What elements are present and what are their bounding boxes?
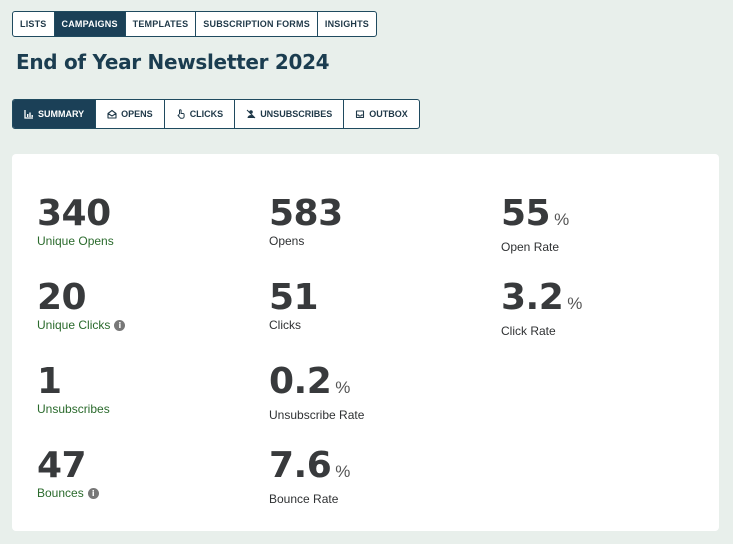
tab-opens-label: OPENS <box>121 109 153 119</box>
percent-unit: % <box>335 462 350 481</box>
unsubscribe-rate-label: Unsubscribe Rate <box>269 408 365 422</box>
unsubscribes-value: 1 <box>37 361 62 402</box>
tab-templates[interactable]: TEMPLATES <box>126 12 197 36</box>
unsubscribe-rate-value: 0.2% <box>269 361 350 402</box>
info-icon[interactable]: i <box>114 319 126 331</box>
summary-card: 340 Unique Opens 583 Opens 55% Open Rate… <box>12 154 719 531</box>
unique-clicks-value: 20 <box>37 277 87 318</box>
tab-insights[interactable]: INSIGHTS <box>324 19 370 29</box>
stat-click-rate: 3.2% Click Rate <box>501 277 582 339</box>
campaign-sub-nav: SUMMARY OPENS CLICKS UNSUBSCRIBES OUTBOX <box>12 99 420 129</box>
top-nav: LISTS CAMPAIGNS TEMPLATES SUBSCRIPTION F… <box>12 11 378 37</box>
stat-bounces: 47 Bounces i <box>37 446 99 500</box>
percent-unit: % <box>335 378 350 397</box>
unique-opens-label[interactable]: Unique Opens <box>37 234 114 248</box>
bar-chart-icon <box>24 109 34 119</box>
opens-label: Opens <box>269 234 305 248</box>
stat-unique-opens: 340 Unique Opens <box>37 193 114 249</box>
stat-clicks: 51 Clicks <box>269 277 319 333</box>
stat-unique-clicks: 20 Unique Clicks i <box>37 277 126 332</box>
unique-clicks-label[interactable]: Unique Clicks i <box>37 318 126 332</box>
tab-clicks-label: CLICKS <box>189 109 224 119</box>
clicks-label: Clicks <box>269 318 301 332</box>
open-envelope-icon <box>107 109 117 119</box>
tab-outbox-label: OUTBOX <box>369 109 408 119</box>
bounces-value: 47 <box>37 445 87 486</box>
tab-subscription-forms[interactable]: SUBSCRIPTION FORMS <box>196 12 318 36</box>
open-rate-label: Open Rate <box>501 240 560 254</box>
tab-outbox[interactable]: OUTBOX <box>344 100 419 128</box>
page-title: End of Year Newsletter 2024 <box>16 50 330 74</box>
user-remove-icon <box>246 109 256 119</box>
unique-opens-value: 340 <box>37 193 111 234</box>
tab-summary[interactable]: SUMMARY <box>13 100 97 128</box>
percent-unit: % <box>567 294 582 313</box>
info-icon[interactable]: i <box>87 487 99 499</box>
stat-opens: 583 Opens <box>269 193 343 249</box>
bounce-rate-label: Bounce Rate <box>269 492 339 506</box>
tab-summary-label: SUMMARY <box>38 109 85 119</box>
stat-unsubscribes: 1 Unsubscribes <box>37 361 110 417</box>
tab-unsubscribes[interactable]: UNSUBSCRIBES <box>235 100 345 128</box>
clicks-value: 51 <box>269 277 319 318</box>
click-rate-value: 3.2% <box>501 277 582 318</box>
stat-open-rate: 55% Open Rate <box>501 193 569 255</box>
click-rate-label: Click Rate <box>501 324 556 338</box>
opens-value: 583 <box>269 193 343 234</box>
tab-unsubscribes-label: UNSUBSCRIBES <box>260 109 333 119</box>
tab-campaigns[interactable]: CAMPAIGNS <box>54 12 126 36</box>
outbox-tray-icon <box>355 109 365 119</box>
tab-lists[interactable]: LISTS <box>13 12 55 36</box>
tab-opens[interactable]: OPENS <box>96 100 165 128</box>
bounces-label[interactable]: Bounces i <box>37 486 99 500</box>
bounce-rate-value: 7.6% <box>269 445 350 486</box>
pointer-hand-icon <box>176 109 186 119</box>
stat-bounce-rate: 7.6% Bounce Rate <box>269 445 350 507</box>
stat-unsubscribe-rate: 0.2% Unsubscribe Rate <box>269 361 365 423</box>
percent-unit: % <box>554 210 569 229</box>
tab-clicks[interactable]: CLICKS <box>165 100 236 128</box>
open-rate-value: 55% <box>501 193 569 234</box>
unsubscribes-label[interactable]: Unsubscribes <box>37 402 110 416</box>
